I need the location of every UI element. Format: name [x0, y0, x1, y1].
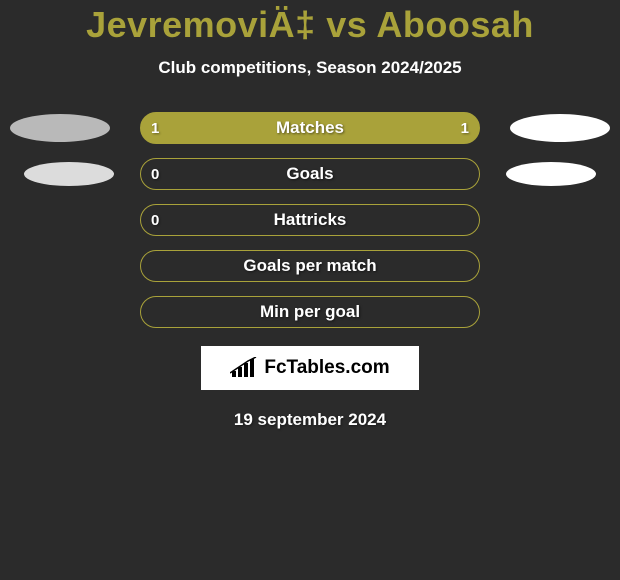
row-matches: 1 Matches 1	[0, 112, 620, 144]
ellipse-right-0	[510, 114, 610, 142]
bar-hattricks: 0 Hattricks	[140, 204, 480, 236]
goals-label: Goals	[286, 164, 333, 184]
bar-goals: 0 Goals	[140, 158, 480, 190]
bar-matches: 1 Matches 1	[140, 112, 480, 144]
bar-mpg: Min per goal	[140, 296, 480, 328]
comparison-block: 1 Matches 1 0 Goals 0 Hattricks Goals pe…	[0, 112, 620, 328]
date-text: 19 september 2024	[234, 410, 386, 430]
ellipse-left-0	[10, 114, 110, 142]
hattricks-left-val: 0	[151, 212, 159, 229]
row-mpg: Min per goal	[0, 296, 620, 328]
bar-gpm: Goals per match	[140, 250, 480, 282]
page-root: JevremoviÄ‡ vs Aboosah Club competitions…	[0, 0, 620, 580]
logo-text: FcTables.com	[264, 357, 389, 379]
matches-left-val: 1	[151, 120, 159, 137]
row-hattricks: 0 Hattricks	[0, 204, 620, 236]
matches-right-val: 1	[461, 120, 469, 137]
hattricks-label: Hattricks	[274, 210, 347, 230]
mpg-label: Min per goal	[260, 302, 360, 322]
row-goals: 0 Goals	[0, 158, 620, 190]
ellipse-left-1	[24, 162, 114, 186]
gpm-label: Goals per match	[243, 256, 376, 276]
row-gpm: Goals per match	[0, 250, 620, 282]
page-subtitle: Club competitions, Season 2024/2025	[158, 58, 461, 78]
matches-label: Matches	[276, 118, 344, 138]
goals-left-val: 0	[151, 166, 159, 183]
page-title: JevremoviÄ‡ vs Aboosah	[86, 4, 534, 46]
logo-box: FcTables.com	[201, 346, 419, 390]
chart-icon	[230, 357, 258, 379]
ellipse-right-1	[506, 162, 596, 186]
